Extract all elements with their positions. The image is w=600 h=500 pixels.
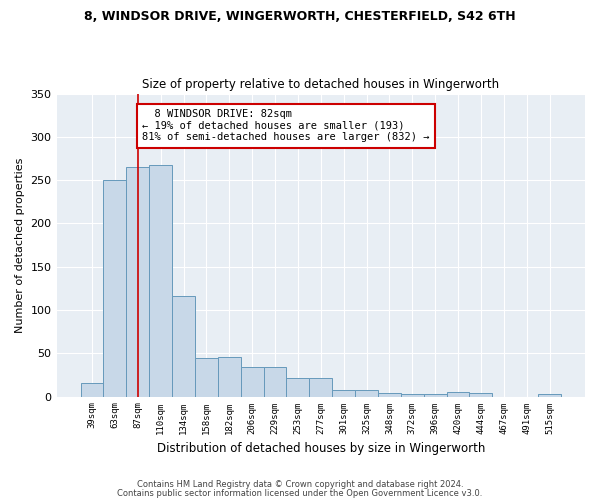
Bar <box>310 378 332 396</box>
Bar <box>241 367 263 396</box>
Title: Size of property relative to detached houses in Wingerworth: Size of property relative to detached ho… <box>142 78 499 91</box>
Bar <box>355 390 378 396</box>
Bar <box>218 356 241 397</box>
Bar <box>286 378 310 396</box>
Bar <box>446 392 469 396</box>
Bar <box>263 367 286 396</box>
Text: 8, WINDSOR DRIVE, WINGERWORTH, CHESTERFIELD, S42 6TH: 8, WINDSOR DRIVE, WINGERWORTH, CHESTERFI… <box>84 10 516 23</box>
Bar <box>149 164 172 396</box>
Bar <box>80 382 103 396</box>
Bar <box>172 296 195 396</box>
Text: Contains HM Land Registry data © Crown copyright and database right 2024.: Contains HM Land Registry data © Crown c… <box>137 480 463 489</box>
Bar <box>424 394 446 396</box>
Bar <box>332 390 355 396</box>
X-axis label: Distribution of detached houses by size in Wingerworth: Distribution of detached houses by size … <box>157 442 485 455</box>
Y-axis label: Number of detached properties: Number of detached properties <box>15 158 25 332</box>
Bar <box>469 393 493 396</box>
Bar <box>378 393 401 396</box>
Bar <box>195 358 218 397</box>
Bar <box>538 394 561 396</box>
Text: 8 WINDSOR DRIVE: 82sqm
← 19% of detached houses are smaller (193)
81% of semi-de: 8 WINDSOR DRIVE: 82sqm ← 19% of detached… <box>142 109 430 142</box>
Text: Contains public sector information licensed under the Open Government Licence v3: Contains public sector information licen… <box>118 490 482 498</box>
Bar <box>103 180 127 396</box>
Bar <box>127 167 149 396</box>
Bar <box>401 394 424 396</box>
